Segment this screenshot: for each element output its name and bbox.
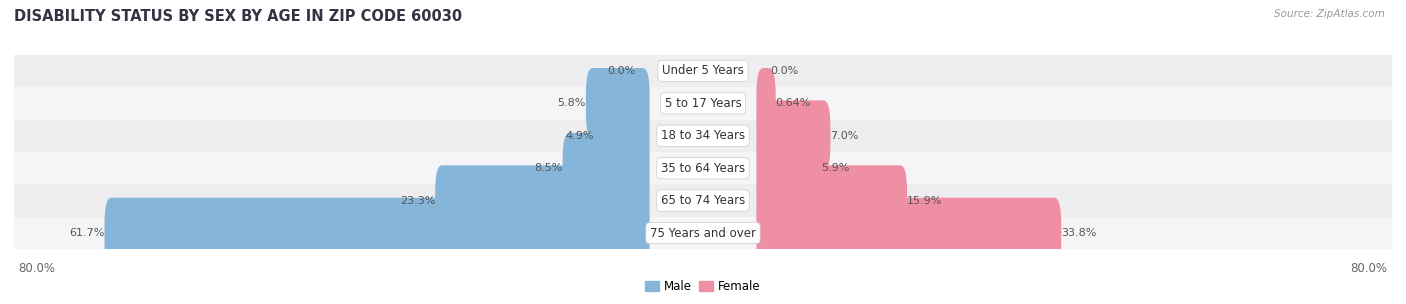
- Text: 18 to 34 Years: 18 to 34 Years: [661, 129, 745, 142]
- Bar: [14, 87, 1392, 119]
- Text: Source: ZipAtlas.com: Source: ZipAtlas.com: [1274, 9, 1385, 19]
- Text: 5.8%: 5.8%: [558, 98, 586, 108]
- Bar: [14, 119, 1392, 152]
- Bar: [14, 217, 1392, 249]
- FancyBboxPatch shape: [586, 68, 650, 139]
- Text: 8.5%: 8.5%: [534, 163, 562, 173]
- Text: 61.7%: 61.7%: [69, 228, 104, 238]
- FancyBboxPatch shape: [562, 133, 650, 204]
- Text: 23.3%: 23.3%: [399, 196, 436, 206]
- Text: 15.9%: 15.9%: [907, 196, 942, 206]
- Bar: [14, 152, 1392, 185]
- Text: 80.0%: 80.0%: [18, 262, 55, 275]
- Text: 0.0%: 0.0%: [770, 66, 799, 76]
- Legend: Male, Female: Male, Female: [641, 275, 765, 298]
- Bar: [14, 55, 1392, 87]
- Text: 5 to 17 Years: 5 to 17 Years: [665, 97, 741, 110]
- Text: 5.9%: 5.9%: [821, 163, 849, 173]
- Text: 33.8%: 33.8%: [1062, 228, 1097, 238]
- Text: 65 to 74 Years: 65 to 74 Years: [661, 194, 745, 207]
- FancyBboxPatch shape: [756, 100, 831, 171]
- FancyBboxPatch shape: [436, 165, 650, 236]
- FancyBboxPatch shape: [104, 198, 650, 268]
- FancyBboxPatch shape: [593, 100, 650, 171]
- Text: 0.0%: 0.0%: [607, 66, 636, 76]
- FancyBboxPatch shape: [756, 133, 821, 204]
- Text: 35 to 64 Years: 35 to 64 Years: [661, 162, 745, 175]
- Text: Under 5 Years: Under 5 Years: [662, 64, 744, 78]
- FancyBboxPatch shape: [756, 68, 776, 139]
- Text: 80.0%: 80.0%: [1351, 262, 1388, 275]
- FancyBboxPatch shape: [756, 165, 907, 236]
- Bar: [14, 185, 1392, 217]
- FancyBboxPatch shape: [756, 198, 1062, 268]
- Text: 4.9%: 4.9%: [565, 131, 593, 141]
- Text: 0.64%: 0.64%: [776, 98, 811, 108]
- Text: DISABILITY STATUS BY SEX BY AGE IN ZIP CODE 60030: DISABILITY STATUS BY SEX BY AGE IN ZIP C…: [14, 9, 463, 24]
- Text: 7.0%: 7.0%: [831, 131, 859, 141]
- Text: 75 Years and over: 75 Years and over: [650, 226, 756, 240]
